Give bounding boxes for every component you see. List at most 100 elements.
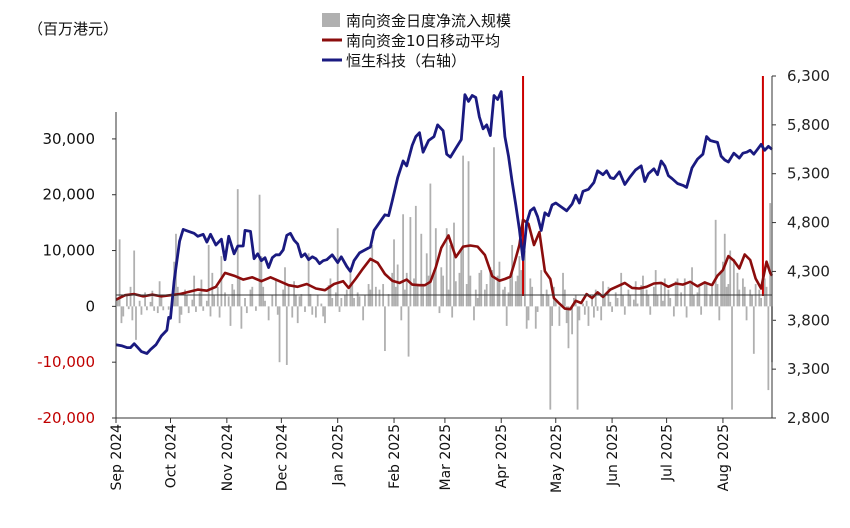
inflow-bar	[264, 300, 266, 307]
inflow-bar	[554, 300, 557, 307]
inflow-bar	[278, 306, 281, 363]
inflow-bar	[405, 272, 408, 307]
inflow-bar	[562, 272, 564, 307]
inflow-bar	[583, 306, 586, 315]
inflow-bar	[736, 272, 739, 307]
inflow-bar	[462, 155, 464, 307]
inflow-bar	[769, 203, 772, 307]
inflow-bar	[240, 306, 243, 329]
inflow-bar	[407, 306, 410, 357]
inflow-bar	[400, 306, 403, 321]
axes	[115, 76, 773, 419]
x-tick-label: May 2025	[549, 424, 565, 493]
inflow-bar	[151, 290, 154, 307]
inflow-bar	[629, 295, 632, 307]
inflow-bar	[425, 253, 428, 307]
inflow-bar	[498, 261, 501, 307]
inflow-bar	[676, 278, 679, 307]
inflow-bar	[647, 295, 650, 307]
inflow-bar	[140, 306, 143, 315]
x-tick-label: Oct 2024	[164, 424, 180, 488]
inflow-bar	[353, 297, 355, 307]
inflow-bar	[369, 289, 372, 307]
inflow-bar	[611, 306, 613, 312]
inflow-bar	[127, 306, 130, 310]
inflow-bar	[714, 219, 717, 307]
inflow-bar	[362, 306, 365, 321]
inflow-bar	[520, 270, 523, 307]
inflow-bar	[185, 295, 188, 307]
inflow-bar	[758, 289, 761, 307]
inflow-bar	[691, 267, 693, 307]
inflow-bar	[602, 281, 604, 307]
x-tick-label: Jul 2025	[660, 424, 676, 482]
inflow-bar	[518, 256, 521, 307]
inflow-bar	[636, 303, 639, 307]
inflow-bar	[692, 295, 695, 307]
inflow-bar	[276, 306, 279, 315]
inflow-bar	[345, 289, 348, 307]
inflow-bar	[249, 289, 252, 307]
inflow-bar	[233, 289, 236, 307]
inflow-bar	[295, 295, 297, 307]
inflow-bar	[387, 294, 390, 307]
right-tick-label: 4,300	[787, 262, 830, 280]
inflow-bar	[576, 306, 579, 410]
inflow-bar	[547, 295, 550, 307]
inflow-bar	[729, 250, 732, 307]
inflow-bar	[145, 306, 148, 311]
inflow-bar	[420, 233, 423, 307]
inflow-bar	[507, 292, 510, 307]
inflow-bar	[616, 297, 619, 307]
inflow-bar	[227, 296, 230, 307]
right-tick-label: 5,300	[787, 165, 830, 183]
inflow-bar	[445, 228, 448, 307]
x-tick-label: Apr 2025	[494, 424, 510, 488]
inflow-bar	[371, 244, 374, 307]
inflow-bar	[331, 297, 334, 307]
inflow-bar	[662, 300, 664, 307]
inflow-bar	[314, 306, 317, 318]
inflow-bar	[473, 306, 475, 321]
inflow-bar	[162, 306, 165, 311]
inflow-bar	[649, 306, 652, 315]
inflow-bar	[195, 306, 197, 312]
inflow-bar	[527, 306, 530, 321]
moving-average-line	[115, 218, 774, 311]
inflow-bar	[632, 299, 635, 307]
inflow-bar	[404, 289, 406, 307]
left-tick-label: 0	[85, 297, 95, 315]
inflow-bar	[723, 233, 726, 307]
inflow-bar	[749, 289, 752, 307]
inflow-bar	[683, 278, 686, 307]
inflow-bar	[645, 289, 648, 307]
inflow-bar	[514, 281, 517, 307]
inflow-bar	[731, 306, 733, 410]
inflow-bar	[178, 306, 181, 324]
inflow-bar	[344, 295, 346, 307]
inflow-bar	[614, 292, 617, 307]
inflow-bar	[402, 214, 405, 307]
inflow-bar	[478, 272, 481, 307]
inflow-bar	[296, 306, 299, 324]
inflow-bar	[429, 183, 432, 307]
inflow-bar	[158, 281, 161, 307]
inflow-bar	[116, 297, 119, 307]
inflow-bar	[503, 286, 506, 307]
inflow-bar	[698, 286, 701, 307]
inflow-bar	[718, 306, 721, 321]
inflow-bar	[763, 278, 766, 307]
inflow-bar	[329, 278, 332, 307]
inflow-bar	[609, 301, 612, 307]
inflow-bar	[738, 289, 741, 307]
left-axis-ticks: 30,000 20,000 10,000 0 -10,000 -20,000	[37, 130, 116, 427]
x-tick-label: Aug 2025	[716, 424, 732, 491]
legend-label: 南向资金日度净流入规模	[346, 12, 511, 30]
right-tick-label: 5,800	[787, 116, 830, 134]
inflow-bar	[496, 275, 499, 307]
inflow-bar	[209, 306, 212, 317]
inflow-bar	[476, 297, 479, 307]
inflow-bar	[620, 272, 623, 307]
inflow-bar	[765, 286, 768, 307]
